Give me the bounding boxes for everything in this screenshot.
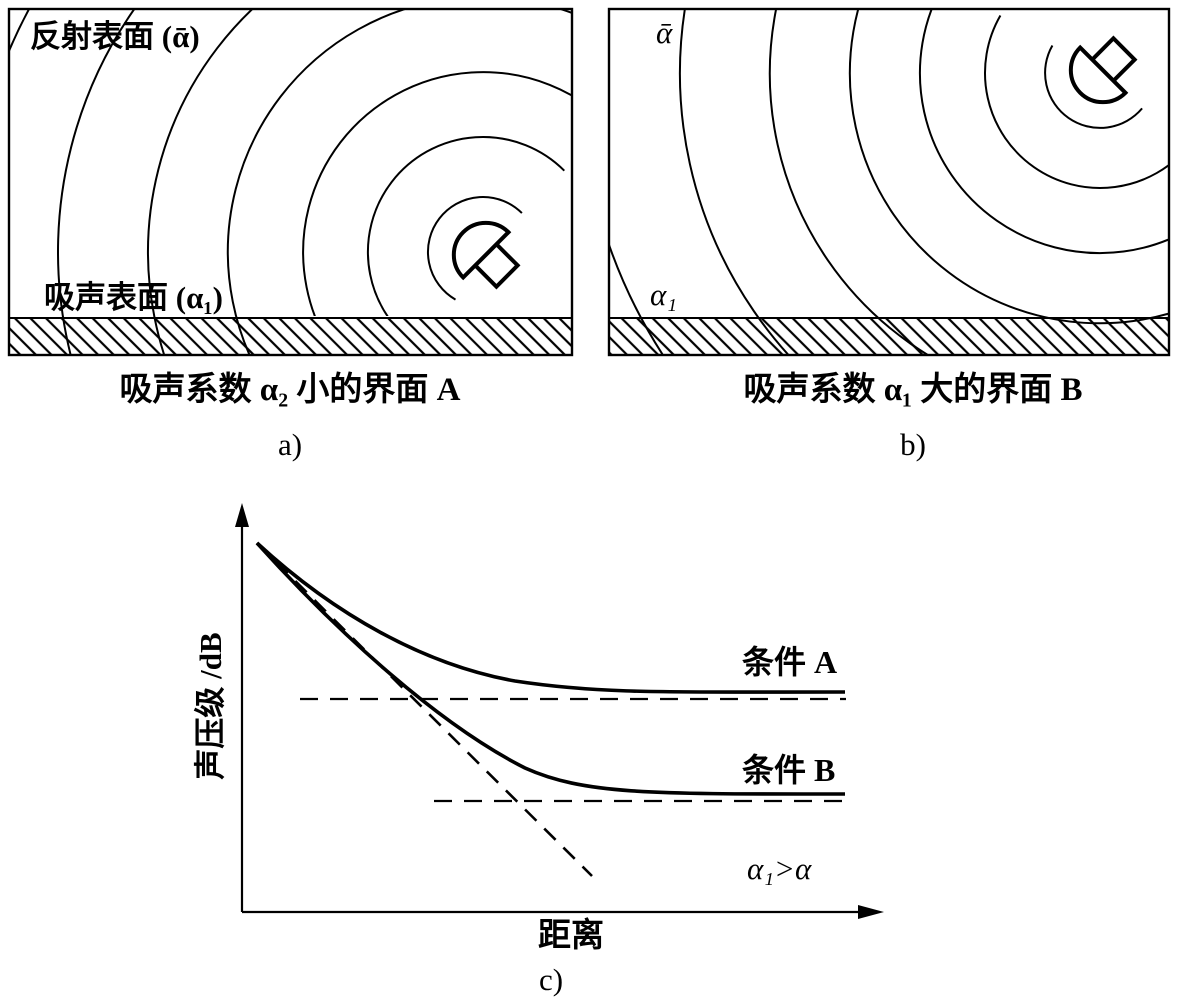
curve-condition-b	[255, 541, 846, 796]
condition-b-label: 条件 B	[742, 752, 836, 788]
spl-axis-label: 声压级 /dB	[192, 632, 228, 780]
alpha-inequality-annotation: α₁>α	[747, 851, 812, 886]
absorber-hatch	[10, 317, 571, 354]
absorbing-surface-label: 吸声表面 (α₁)	[44, 280, 223, 315]
panel-c-tag: c)	[538, 962, 564, 997]
panel-b-box	[607, 7, 1171, 357]
panel-a-box	[7, 7, 574, 357]
spl-chart	[235, 503, 884, 919]
free-field-dashed-line	[256, 542, 593, 877]
distance-axis-label: 距离	[538, 918, 604, 954]
wavefront-arcs	[10, 10, 571, 354]
x-axis	[242, 905, 884, 919]
y-axis	[235, 503, 249, 912]
absorber-hatch	[610, 317, 1168, 354]
condition-a-label: 条件 A	[742, 644, 838, 680]
curve-condition-a	[255, 541, 846, 694]
alpha-bar-label: ᾱ	[656, 15, 673, 50]
panel-b-caption: 吸声系数 α₁ 大的界面 B	[743, 372, 1083, 408]
panel-a-caption: 吸声系数 α₂ 小的界面 A	[119, 372, 461, 408]
panel-a-tag: a)	[277, 427, 303, 462]
reflective-surface-label: 反射表面 (ᾱ)	[30, 19, 200, 54]
alpha-1-label: α₁	[650, 277, 678, 312]
panel-b-tag: b)	[900, 427, 926, 462]
loudspeaker-icon	[1068, 35, 1138, 105]
wavefront-arcs	[610, 10, 1168, 354]
loudspeaker-icon	[451, 220, 521, 290]
